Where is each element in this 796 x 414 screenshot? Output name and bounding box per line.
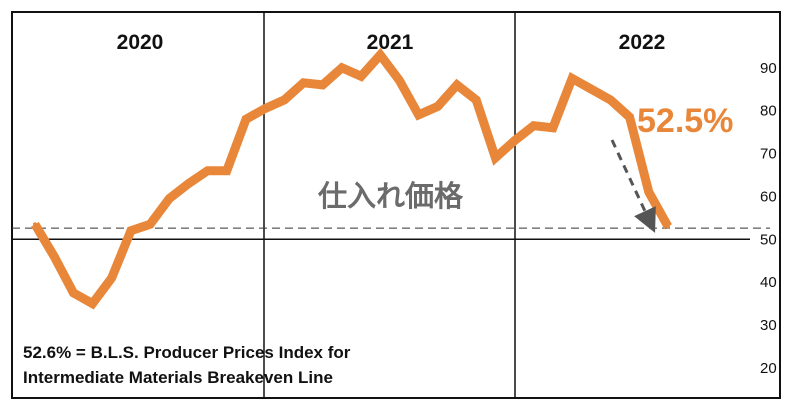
data-point [378, 52, 383, 57]
data-point [244, 117, 248, 122]
year-label-2021: 2021 [367, 31, 414, 54]
data-point [71, 290, 76, 295]
y-tick-label: 70 [760, 146, 777, 163]
data-point [52, 254, 57, 259]
data-point [224, 168, 229, 173]
series-points [33, 52, 670, 306]
data-point [301, 80, 306, 85]
series-line [31, 47, 672, 310]
data-point [455, 82, 459, 87]
data-point [474, 97, 479, 102]
y-tick-label: 60 [760, 188, 777, 205]
data-point [109, 275, 114, 280]
data-point [435, 104, 440, 109]
data-point [416, 112, 421, 117]
trend-arrow [610, 139, 656, 233]
data-point [128, 228, 133, 233]
note-line-1: 52.6% = B.L.S. Producer Prices Index for [23, 343, 351, 362]
data-point [627, 115, 632, 120]
data-point [550, 125, 555, 130]
data-point [263, 106, 268, 111]
data-point [397, 78, 402, 83]
data-point [186, 181, 191, 186]
y-tick-label: 50 [760, 231, 777, 248]
y-tick-label: 80 [760, 103, 777, 120]
data-point [531, 123, 536, 128]
y-tick-label: 90 [760, 60, 777, 77]
series-label: 仕入れ価格 [317, 179, 464, 213]
data-point [167, 196, 172, 201]
data-point [359, 74, 364, 79]
y-tick-label: 40 [760, 274, 777, 291]
data-point [148, 222, 153, 227]
data-point [33, 222, 37, 227]
y-tick-label: 30 [760, 317, 777, 334]
data-point [205, 168, 210, 173]
data-point [570, 76, 575, 81]
y-tick-label: 20 [760, 360, 777, 377]
data-point [512, 138, 517, 143]
data-point [646, 190, 651, 195]
data-point [589, 87, 594, 92]
data-point [666, 224, 670, 229]
note-line-2: Intermediate Materials Breakeven Line [23, 368, 333, 387]
data-point [282, 97, 287, 102]
data-point [608, 97, 613, 102]
data-point [493, 155, 498, 160]
callout-value: 52.5% [637, 102, 733, 140]
data-point [320, 82, 325, 87]
data-point [90, 301, 95, 306]
year-label-2020: 2020 [117, 31, 164, 54]
data-point [339, 65, 344, 70]
chart-frame [11, 11, 781, 399]
year-label-2022: 2022 [619, 31, 666, 54]
y-tick-labels: 20 30 40 50 60 70 80 90 [760, 60, 777, 377]
